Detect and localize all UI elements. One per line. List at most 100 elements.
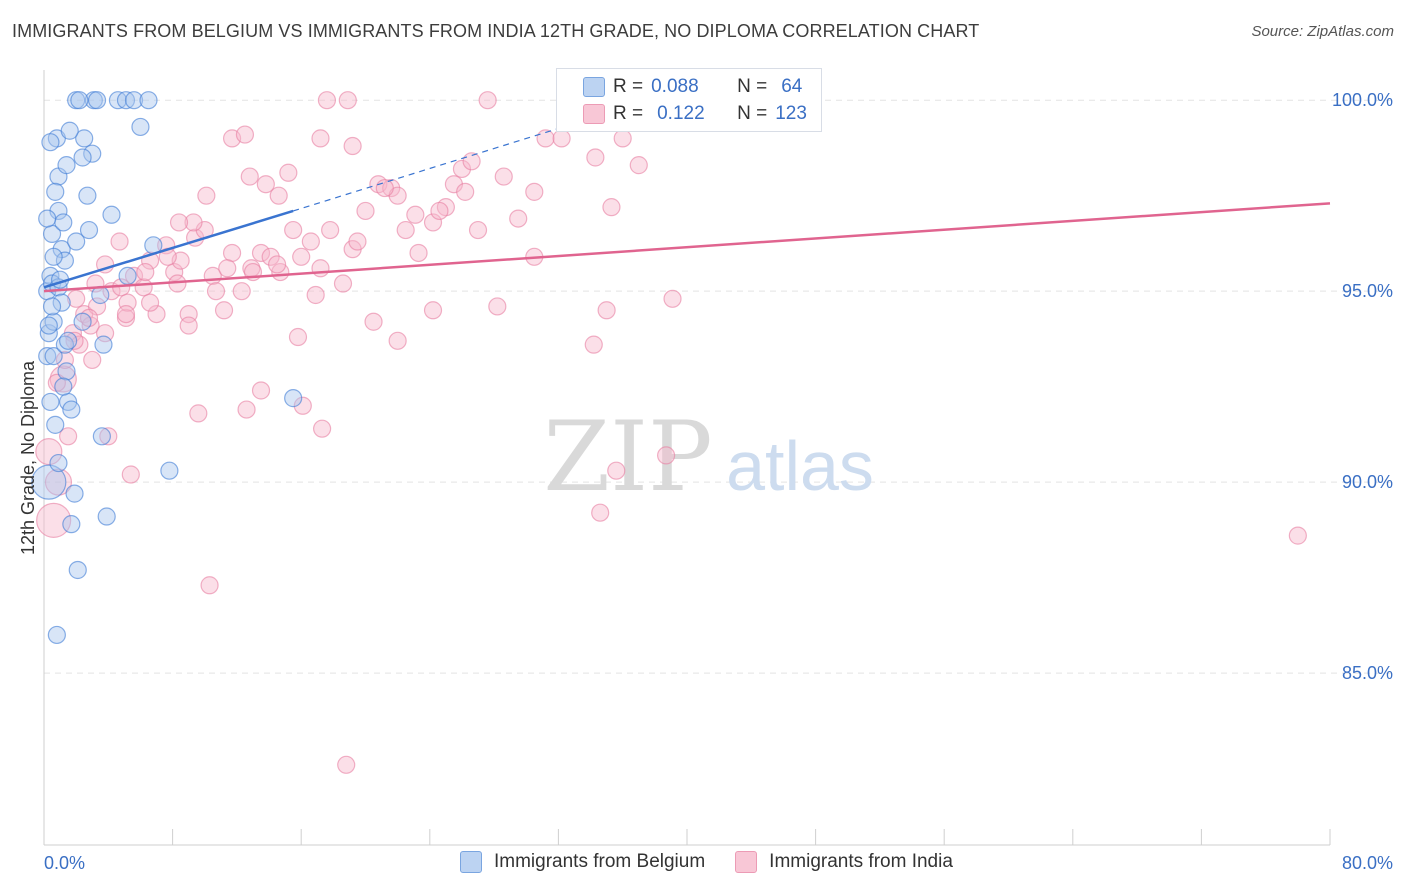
belgium-point <box>124 91 144 110</box>
india-point <box>206 282 226 301</box>
india-point <box>333 274 353 293</box>
belgium-point <box>87 91 107 110</box>
belgium-point <box>55 251 74 270</box>
india-point <box>65 331 84 350</box>
india-point <box>214 301 234 320</box>
belgium-legend-label: Immigrants from Belgium <box>494 851 706 872</box>
india-point <box>607 461 626 480</box>
india-point <box>232 282 251 301</box>
india-point <box>55 350 74 370</box>
india-point <box>116 308 136 328</box>
belgium-point <box>75 129 94 148</box>
belgium-point <box>49 453 68 473</box>
india-point <box>267 255 287 274</box>
belgium-point <box>118 266 137 285</box>
india-point <box>279 163 298 182</box>
india-point <box>597 301 616 320</box>
india-point <box>251 243 271 263</box>
belgium-point <box>62 400 81 419</box>
india-point <box>269 186 288 205</box>
belgium-point <box>102 205 121 224</box>
india-trend-line <box>43 202 1331 293</box>
india-point <box>536 129 555 148</box>
belgium-point <box>65 484 84 503</box>
belgium-point <box>44 347 63 366</box>
india-point <box>552 129 571 148</box>
belgium-r-label: R = <box>613 76 644 97</box>
legend-row-belgium: R = 0.088 N = 64 <box>583 73 802 101</box>
series-legend: Immigrants from Belgium Immigrants from … <box>460 851 953 873</box>
watermark-atlas: atlas <box>726 427 874 505</box>
x-tick-label: 80.0% <box>1342 853 1393 873</box>
belgium-point <box>46 415 65 434</box>
belgium-point <box>78 186 97 205</box>
belgium-point <box>131 117 150 137</box>
india-point <box>67 289 86 308</box>
y-axis-label: 12th Grade, No Diploma <box>18 360 38 555</box>
belgium-point <box>68 560 87 580</box>
legend-row-india: R = 0.122 N = 123 <box>583 100 807 128</box>
india-point <box>337 755 356 774</box>
india-point <box>321 220 340 240</box>
belgium-point <box>73 312 92 331</box>
india-r-label: R = <box>613 103 644 124</box>
belgium-point <box>83 144 102 163</box>
india-point <box>468 220 488 240</box>
india-point <box>525 182 544 201</box>
india-point <box>134 278 153 297</box>
india-r-value: 0.122 <box>657 103 705 124</box>
india-point <box>99 427 118 446</box>
belgium-point <box>38 347 57 366</box>
india-point <box>356 201 375 221</box>
belgium-point <box>44 247 63 266</box>
india-point <box>293 396 312 415</box>
india-point <box>396 220 415 240</box>
y-tick-label: 90.0% <box>1342 472 1393 492</box>
belgium-point <box>47 625 66 645</box>
source-credit: Source: ZipAtlas.com <box>1251 23 1394 40</box>
belgium-point <box>59 331 78 350</box>
india-point <box>261 247 280 266</box>
india-point <box>311 259 330 278</box>
belgium-point <box>97 507 116 526</box>
india-point <box>478 91 497 110</box>
india-point <box>348 232 367 251</box>
belgium-point <box>41 392 60 412</box>
india-point <box>494 167 513 186</box>
india-n-value: 123 <box>775 103 807 124</box>
watermark-zip: ZIP <box>543 401 712 513</box>
india-point <box>663 289 682 308</box>
india-point <box>406 205 425 224</box>
india-point <box>629 156 648 175</box>
india-point <box>657 446 676 465</box>
india-point <box>200 576 219 595</box>
india-point <box>288 327 308 347</box>
india-point <box>382 178 401 198</box>
india-point <box>462 152 481 171</box>
india-swatch <box>583 104 605 124</box>
india-point <box>456 182 475 201</box>
india-point <box>292 247 311 266</box>
india-point <box>189 404 208 423</box>
india-point <box>430 201 449 221</box>
india-point <box>343 136 362 156</box>
india-point <box>235 125 255 144</box>
belgium-n-value: 64 <box>781 76 803 97</box>
india-point <box>256 175 275 194</box>
india-point <box>301 232 320 251</box>
belgium-point <box>79 220 99 240</box>
y-tick-label: 100.0% <box>1332 90 1393 110</box>
india-point <box>409 243 428 263</box>
india-point <box>423 301 443 320</box>
india-point <box>317 91 337 110</box>
belgium-point <box>54 377 73 396</box>
belgium-swatch <box>583 77 605 97</box>
india-point <box>121 465 140 484</box>
india-point <box>136 262 155 282</box>
belgium-point <box>94 335 113 354</box>
belgium-point <box>67 232 86 251</box>
india-point <box>1288 526 1307 545</box>
india-legend-swatch <box>735 851 758 873</box>
india-legend-label: Immigrants from India <box>769 851 953 872</box>
